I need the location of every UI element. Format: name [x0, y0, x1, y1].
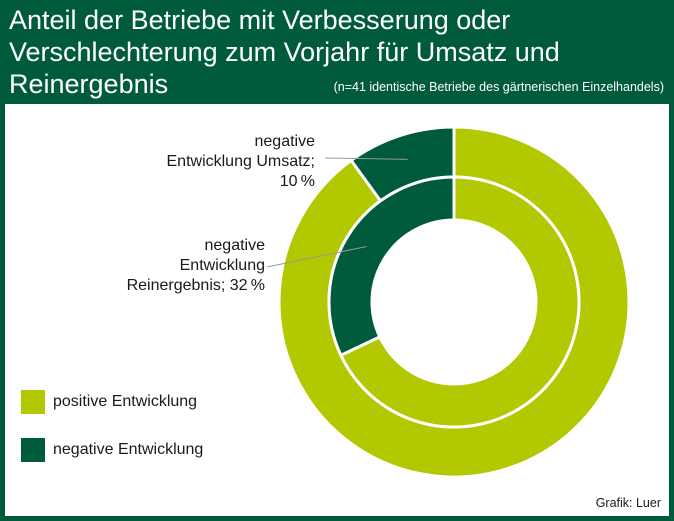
legend-label-positive: positive Entwicklung: [53, 393, 198, 410]
chart-title: Anteil der Betriebe mit Verbesserung ode…: [9, 5, 560, 99]
donut-chart: [266, 125, 631, 479]
annotation-inner-line3: Reinergebnis; 32 %: [126, 277, 265, 294]
legend-swatch-negative: [21, 438, 45, 462]
annotation-outer-line1: negative: [254, 133, 316, 150]
annotation-inner-line2: Entwicklung: [179, 257, 265, 274]
chart-subtitle: (n=41 identische Betriebe des gärtnerisc…: [333, 80, 664, 94]
leader-line-inner: [266, 246, 367, 268]
chart-credit: Grafik: Luer: [595, 496, 661, 510]
annotation-outer-line3: 10 %: [279, 173, 315, 190]
annotation-inner-line1: negative: [204, 237, 266, 254]
annotation-outer-negative: negative Entwicklung Umsatz; 10 %: [167, 132, 316, 192]
legend-label-negative: negative Entwicklung: [53, 441, 204, 458]
chart-header: Anteil der Betriebe mit Verbesserung ode…: [0, 0, 674, 104]
donut-slice-inner-positive: [339, 175, 581, 429]
legend-swatch-positive: [21, 390, 45, 414]
annotation-inner-negative: negative Entwicklung Reinergebnis; 32 %: [127, 236, 265, 296]
leader-line-outer: [324, 157, 408, 160]
donut-slice-inner-negative: [327, 175, 456, 357]
annotation-outer-line2: Entwicklung Umsatz;: [166, 153, 316, 170]
chart-panel: negative Entwicklung Umsatz; 10 % negati…: [5, 104, 669, 516]
